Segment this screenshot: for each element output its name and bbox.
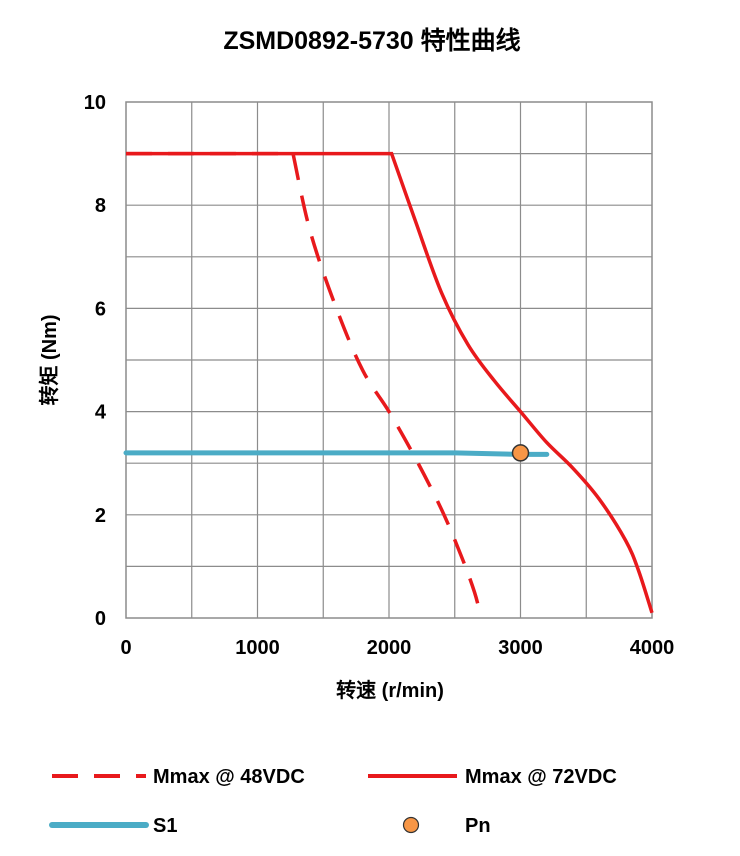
series-line-72vdc: [126, 151, 654, 614]
x-tick-label: 3000: [498, 637, 543, 659]
series-line-s1: [123, 450, 550, 457]
x-tick-label: 4000: [630, 637, 675, 659]
x-axis-label: 转速 (r/min): [336, 678, 444, 702]
legend-label-s1: S1: [153, 815, 177, 837]
y-tick-label: 4: [95, 402, 107, 424]
x-tick-label: 0: [120, 637, 131, 659]
y-tick-label: 2: [95, 505, 106, 527]
y-tick-label: 10: [84, 92, 106, 114]
legend-label-72vdc: Mmax @ 72VDC: [465, 766, 617, 788]
y-tick-label: 6: [95, 298, 106, 320]
chart-title: ZSMD0892-5730 特性曲线: [223, 26, 520, 55]
legend-label-48vdc: Mmax @ 48VDC: [153, 766, 305, 788]
legend: Mmax @ 48VDC Mmax @ 72VDC S1 Pn: [49, 766, 617, 837]
plot-area: [125, 101, 653, 619]
legend-item-72vdc: Mmax @ 72VDC: [368, 766, 617, 788]
chart-grid: [126, 102, 652, 618]
series-layer: [123, 151, 654, 619]
series-point-pn: [511, 444, 530, 462]
plot-border: [125, 101, 653, 619]
legend-swatch-pn: [402, 816, 420, 834]
series-line-48vdc: [126, 151, 483, 619]
y-tick-label: 0: [95, 608, 106, 630]
legend-item-s1: S1: [49, 815, 177, 837]
y-axis-label: 转矩 (Nm): [37, 314, 61, 405]
x-axis-ticks: 0 1000 2000 3000 4000: [120, 637, 674, 659]
x-tick-label: 2000: [367, 637, 412, 659]
legend-item-48vdc: Mmax @ 48VDC: [52, 766, 305, 788]
legend-label-pn: Pn: [465, 815, 491, 837]
x-tick-label: 1000: [235, 637, 280, 659]
y-axis-ticks: 0 2 4 6 8 10: [84, 92, 107, 630]
legend-item-pn: Pn: [402, 815, 491, 837]
y-tick-label: 8: [95, 195, 106, 217]
